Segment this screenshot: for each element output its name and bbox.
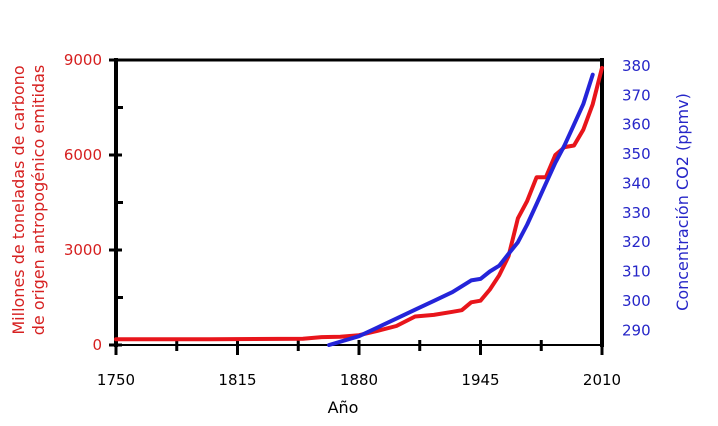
x-tick-label: 2010 xyxy=(583,371,621,389)
y-right-axis-title: Concentración CO2 (ppmv) xyxy=(673,93,692,311)
emissions-series-line xyxy=(114,65,604,342)
x-tick-label: 1815 xyxy=(218,371,256,389)
y-right-tick-label: 360 xyxy=(622,116,651,134)
co2-series-line xyxy=(327,72,595,347)
x-tick-label: 1945 xyxy=(461,371,499,389)
y-left-tick-label: 9000 xyxy=(64,51,102,69)
y-left-tick-label: 6000 xyxy=(64,146,102,164)
x-tick-label: 1750 xyxy=(97,371,135,389)
y-left-axis-title-line: de origen antropogénico emitidas xyxy=(29,65,48,335)
y-right-tick-label: 370 xyxy=(622,86,651,104)
labels: 1750 1815 1880 1945 2010 0 3000 6000 9000 290 300 3… xyxy=(9,51,692,417)
x-tick-label: 1880 xyxy=(340,371,378,389)
y-right-tick-label: 290 xyxy=(622,321,651,339)
y-right-tick-label: 320 xyxy=(622,233,651,251)
y-right-tick-label: 340 xyxy=(622,174,651,192)
series-layer xyxy=(114,65,604,347)
y-right-tick-label: 350 xyxy=(622,145,651,163)
y-left-tick-label: 0 xyxy=(92,336,102,354)
y-right-tick-label: 380 xyxy=(622,57,651,75)
y-right-tick-label: 300 xyxy=(622,292,651,310)
y-right-tick-label: 310 xyxy=(622,263,651,281)
y-right-tick-label: 330 xyxy=(622,204,651,222)
x-axis-title: Año xyxy=(328,398,359,417)
y-left-tick-label: 3000 xyxy=(64,241,102,259)
y-left-axis-title-line: Millones de toneladas de carbono xyxy=(9,65,28,334)
axes xyxy=(109,58,604,355)
